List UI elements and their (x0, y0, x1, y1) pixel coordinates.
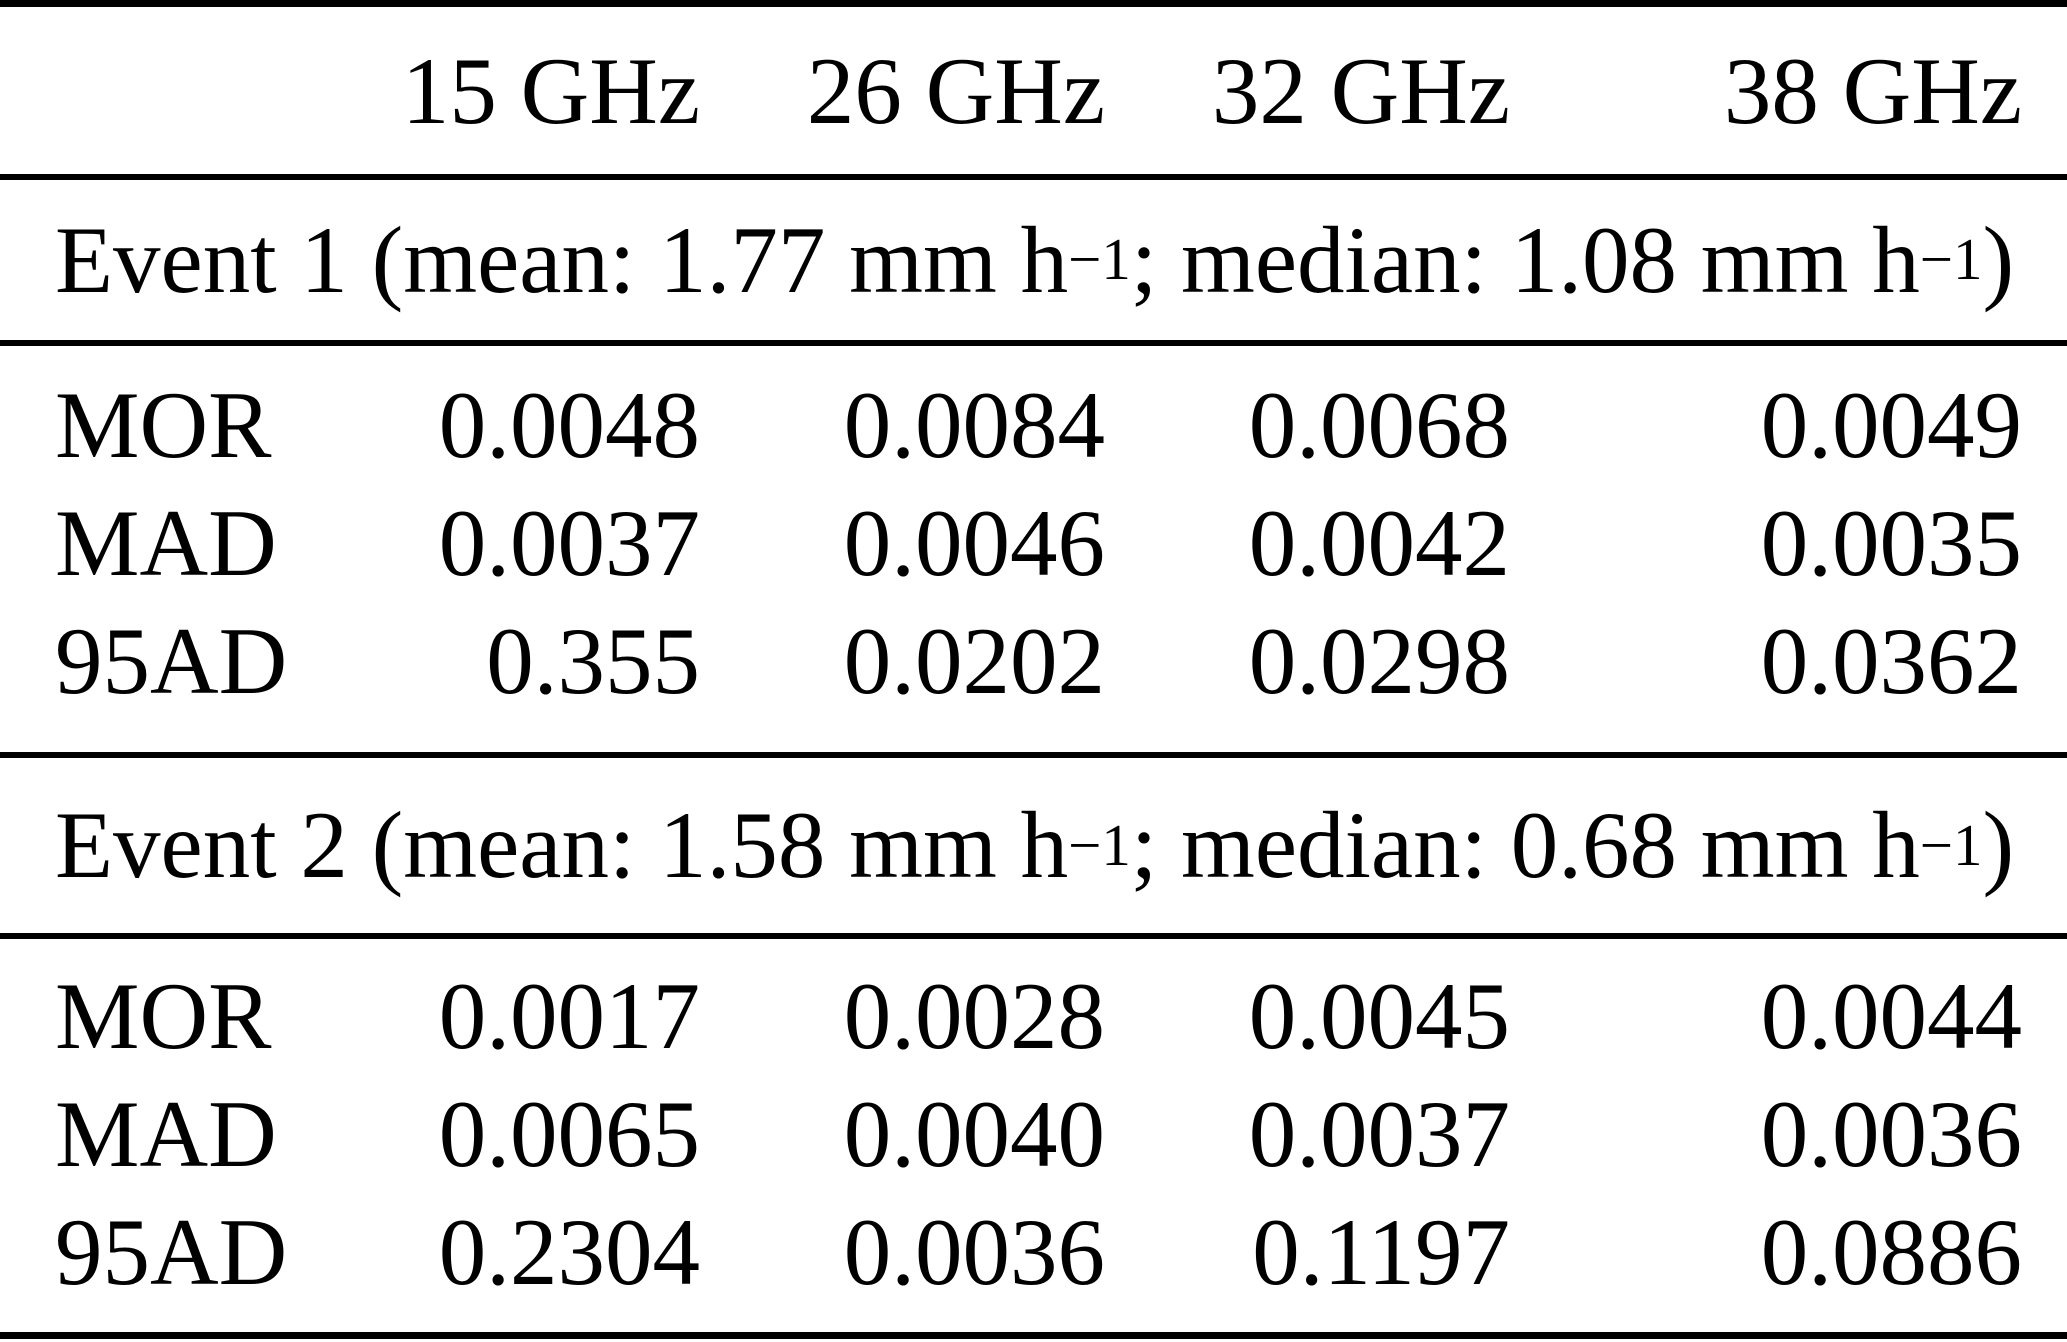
event-2-section-title: Event 2 (mean: 1.58 mm h −1; median: 0.68… (55, 792, 2015, 898)
column-header-row: 15 GHz 26 GHz 32 GHz 38 GHz (0, 7, 2067, 174)
row-label: MAD (55, 1081, 277, 1187)
stat-value: 0.0065 (438, 1081, 700, 1187)
event-1-title-text: Event 1 (mean: 1.77 mm h (55, 206, 1069, 313)
column-header-26ghz: 26 GHz (806, 37, 1105, 144)
stat-value: 0.0035 (1760, 490, 2022, 596)
event-1-divider-rule (0, 340, 2067, 346)
stat-value: 0.0037 (438, 490, 700, 596)
stat-value: 0.0049 (1760, 372, 2022, 478)
stat-value: 0.0037 (1248, 1081, 1510, 1187)
event-2-data-block: MOR 0.0017 0.0028 0.0045 0.0044 MAD 0.00… (0, 939, 2067, 1332)
stat-value: 0.0362 (1760, 608, 2022, 714)
stat-value: 0.0042 (1248, 490, 1510, 596)
event-1-title-close-paren: ) (1982, 206, 2015, 313)
event-2-row-mad: MAD 0.0065 0.0040 0.0037 0.0036 (0, 1075, 2067, 1193)
table-bottom-rule (0, 1332, 2067, 1339)
row-label: MOR (55, 963, 272, 1069)
stat-value: 0.2304 (438, 1199, 700, 1305)
event-1-title-text-2: ; median: 1.08 mm h (1130, 206, 1920, 313)
stat-value: 0.0036 (843, 1199, 1105, 1305)
stat-value: 0.0084 (843, 372, 1105, 478)
stat-value: 0.0046 (843, 490, 1105, 596)
event-2-title-text-2: ; median: 0.68 mm h (1130, 792, 1920, 898)
stat-value: 0.0040 (843, 1081, 1105, 1187)
row-label: MAD (55, 490, 277, 596)
stat-value: 0.0044 (1760, 963, 2022, 1069)
row-label: MOR (55, 372, 272, 478)
stat-value: 0.0886 (1760, 1199, 2022, 1305)
column-header-38ghz: 38 GHz (1723, 37, 2022, 144)
event-2-row-95ad: 95AD 0.2304 0.0036 0.1197 0.0886 (0, 1193, 2067, 1311)
event-2-title-close-paren: ) (1982, 792, 2015, 898)
stat-value: 0.0017 (438, 963, 700, 1069)
stat-value: 0.355 (486, 608, 700, 714)
event-1-data-block: MOR 0.0048 0.0084 0.0068 0.0049 MAD 0.00… (0, 346, 2067, 752)
stat-value: 0.0045 (1248, 963, 1510, 1069)
event-1-row-95ad: 95AD 0.355 0.0202 0.0298 0.0362 (0, 602, 2067, 720)
column-header-15ghz: 15 GHz (401, 37, 700, 144)
stat-value: 0.0202 (843, 608, 1105, 714)
event-2-title-text: Event 2 (mean: 1.58 mm h (55, 792, 1069, 898)
stat-value: 0.0068 (1248, 372, 1510, 478)
event-2-divider-rule (0, 933, 2067, 939)
event-1-section-title: Event 1 (mean: 1.77 mm h −1; median: 1.08… (55, 206, 2015, 313)
stat-value: 0.0298 (1248, 608, 1510, 714)
column-header-32ghz: 32 GHz (1211, 37, 1510, 144)
row-label: 95AD (55, 608, 288, 714)
stat-value: 0.0028 (843, 963, 1105, 1069)
event-2-top-rule (0, 752, 2067, 758)
event-2-row-mor: MOR 0.0017 0.0028 0.0045 0.0044 (0, 957, 2067, 1075)
header-divider-rule (0, 174, 2067, 180)
table-top-rule (0, 0, 2067, 7)
event-1-row-mor: MOR 0.0048 0.0084 0.0068 0.0049 (0, 366, 2067, 484)
stat-value: 0.0048 (438, 372, 700, 478)
event-1-row-mad: MAD 0.0037 0.0046 0.0042 0.0035 (0, 484, 2067, 602)
stat-value: 0.1197 (1252, 1199, 1510, 1305)
row-label: 95AD (55, 1199, 288, 1305)
stat-value: 0.0036 (1760, 1081, 2022, 1187)
